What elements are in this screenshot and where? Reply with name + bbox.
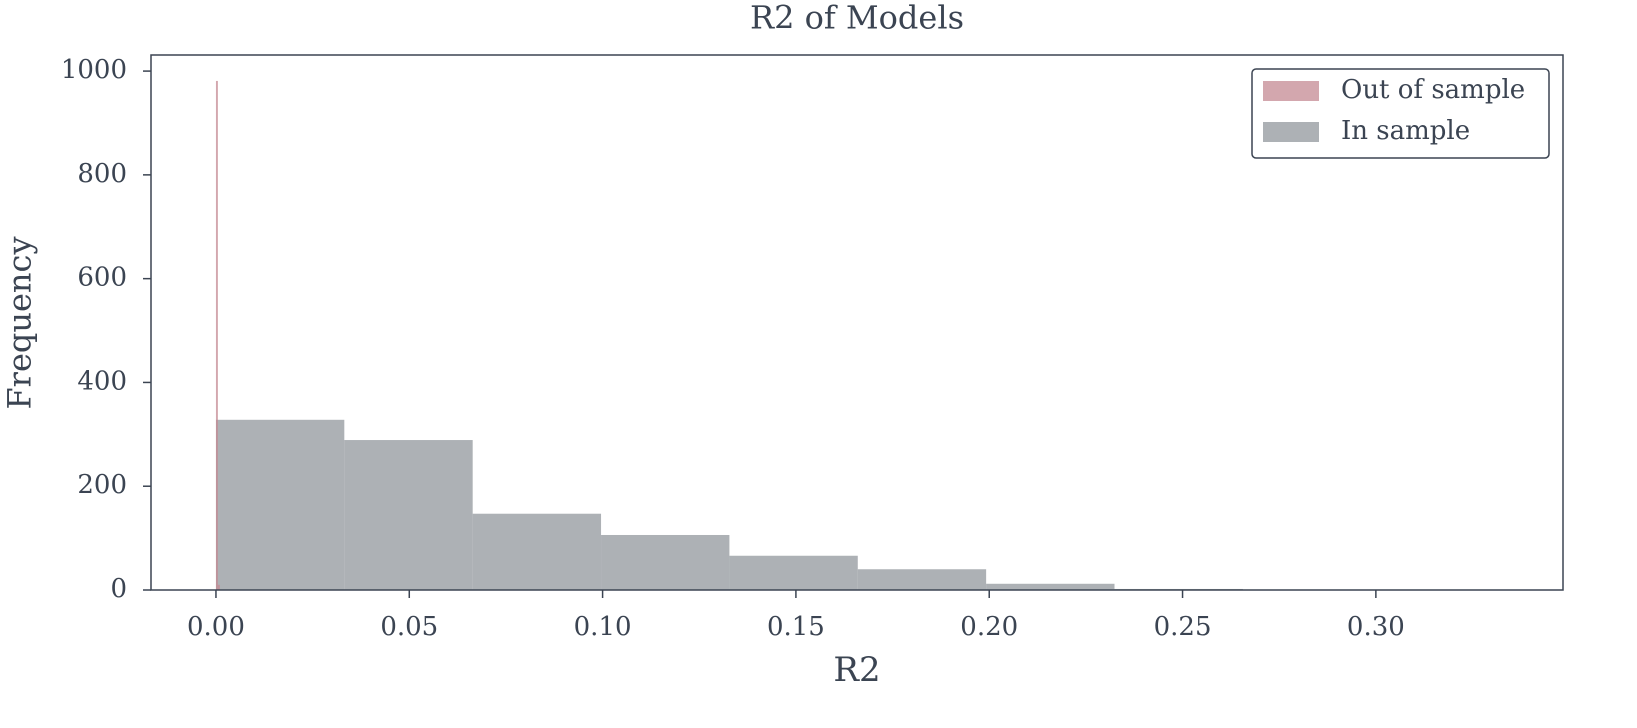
x-tick-label: 0.15 [767,612,825,642]
y-tick-label: 800 [77,159,127,189]
x-tick-label: 0.30 [1347,612,1405,642]
y-axis-label: Frequency [1,236,39,409]
x-tick-label: 0.25 [1154,612,1212,642]
legend-label: In sample [1341,116,1470,146]
x-tick-label: 0.20 [960,612,1018,642]
y-tick-label: 1000 [61,55,127,85]
histogram-bar [217,584,220,590]
histogram-bar [729,555,858,590]
x-axis-label: R2 [833,650,880,690]
histogram-bar [472,513,602,590]
x-tick-label: 0.05 [380,612,438,642]
y-tick-label: 200 [77,470,127,500]
x-tick-label: 0.10 [574,612,632,642]
plot-frame [150,54,1564,591]
histogram-bar [601,534,730,590]
legend-swatch [1263,81,1319,101]
histogram-bar [344,440,473,590]
legend-swatch [1263,122,1319,142]
histogram-bar [215,419,345,590]
histogram-bar [857,569,987,590]
legend-box [1251,68,1550,159]
y-tick-label: 0 [110,574,127,604]
x-tick-label: 0.00 [187,612,245,642]
histogram-bar [986,583,1115,590]
legend-label: Out of sample [1341,75,1525,105]
histogram-bar [215,80,218,591]
y-tick-label: 400 [77,366,127,396]
y-tick-label: 600 [77,263,127,293]
chart-title: R2 of Models [750,0,964,37]
